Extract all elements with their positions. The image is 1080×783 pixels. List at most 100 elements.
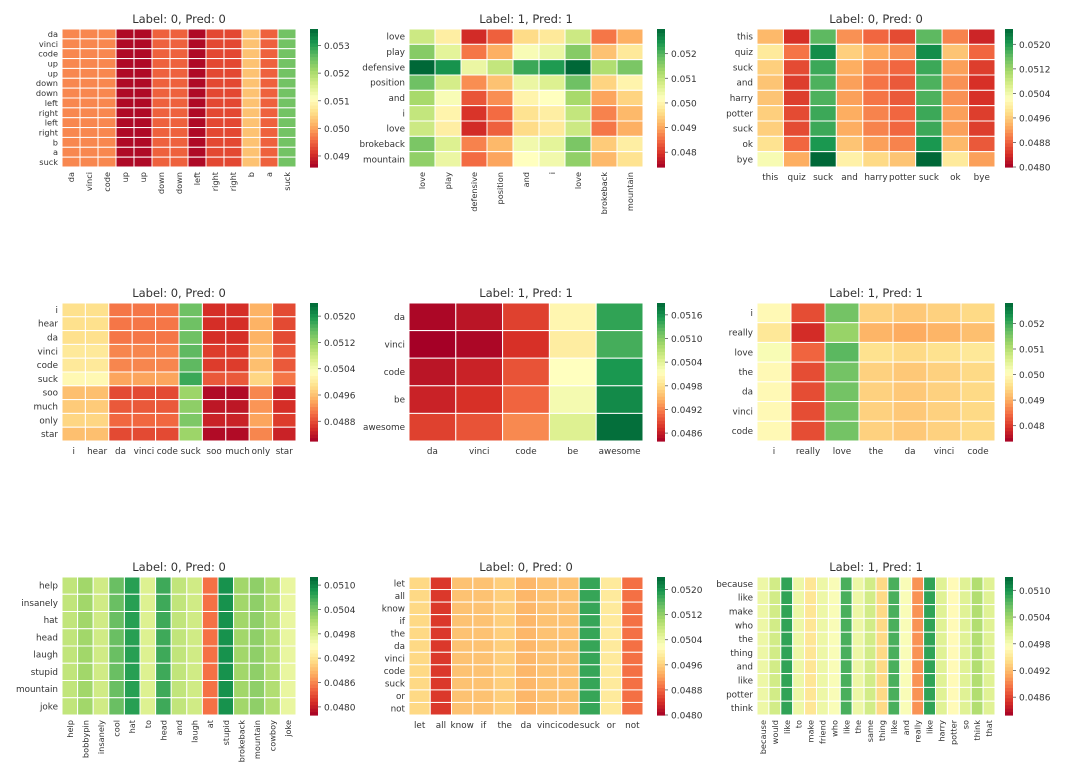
heatmap-cell [97,117,117,129]
heatmap-cell [827,604,841,619]
colorbar-segment [310,652,318,657]
colorbar-segment [310,368,318,373]
colorbar-segment [657,372,665,377]
heatmap-cell [92,628,110,647]
heatmap-cell [599,651,623,666]
heatmap-cell [888,28,917,45]
heatmap-cell [434,120,462,137]
heatmap-cell [201,330,227,345]
heatmap-cell [926,420,962,442]
heatmap-cell [217,680,235,699]
colorbar-tick-label: 0.049 [324,152,350,162]
colorbar-segment [657,63,665,68]
heatmap-cell [538,105,566,122]
heatmap-cell [835,59,864,76]
heatmap-cell [92,697,110,716]
heatmap-cell [277,77,297,89]
heatmap-cell [564,43,592,61]
colorbar-segment [657,583,665,588]
heatmap-cell [429,576,453,591]
heatmap-cell [915,89,943,107]
heatmap-cell [982,576,996,592]
colorbar-segment [310,354,318,359]
heatmap-cell [151,117,171,129]
colorbar-segment [657,53,665,58]
heatmap-cell [858,381,894,403]
colorbar-segment [310,42,318,47]
heatmap-cell [186,593,203,612]
heatmap-cell [272,371,297,387]
heatmap-cell [780,659,794,675]
colorbar-segment [1005,42,1013,47]
heatmap-cell [827,617,841,633]
colorbar-segment [1005,354,1013,359]
heatmap-cell [946,604,960,619]
colorbar-segment [310,430,318,435]
heatmap-cell [233,576,250,595]
heatmap-cell [858,420,894,442]
heatmap-cell [839,617,853,633]
heatmap-cell [205,87,225,99]
x-tick-label: brokeback [599,172,609,215]
heatmap-cell [151,77,171,89]
heatmap-cell [155,316,180,332]
x-tick-label: awesome [599,447,641,457]
heatmap-cell [858,361,894,383]
heatmap-cell [155,343,180,359]
heatmap-cell [217,662,235,681]
colorbar-tick-label: 0.0520 [1019,41,1051,51]
colorbar-segment [1005,704,1013,709]
heatmap-cell [77,628,94,647]
heatmap-cell [155,697,172,716]
heatmap-cell [493,664,516,678]
heatmap-cell [408,105,436,122]
colorbar-segment [1005,139,1013,144]
heatmap-cell [169,77,189,89]
heatmap-cell [84,385,110,401]
colorbar-segment [657,604,665,609]
heatmap-cell [277,28,297,40]
heatmap-cell [756,617,770,633]
heatmap-cell [241,87,261,99]
heatmap-cell [169,127,189,138]
colorbar-segment [1005,142,1013,147]
heatmap-cell [887,590,901,606]
colorbar-segment [1005,358,1013,363]
colorbar-segment [657,149,665,154]
heatmap-cell [201,412,227,428]
y-tick-label: right [39,128,59,138]
colorbar-segment [310,309,318,314]
heatmap-cell [248,680,266,699]
colorbar-segment [657,153,665,158]
heatmap-cell [557,639,580,653]
heatmap-cell [804,686,817,702]
heatmap-cell [595,302,644,332]
heatmap-cell [514,664,538,678]
heatmap-cell [97,87,117,99]
heatmap-cell [205,28,225,40]
heatmap-cell [548,357,597,387]
heatmap-cell [201,662,219,681]
heatmap-cell [538,135,566,153]
heatmap-cell [248,697,266,716]
heatmap-cell [512,135,540,153]
heatmap-cell [941,105,970,122]
heatmap-cell [151,107,171,119]
heatmap-cell [241,117,261,129]
heatmap-cell [123,697,141,716]
heatmap-cell [108,316,133,332]
colorbar-segment [657,670,665,675]
colorbar-segment [657,32,665,37]
heatmap-cell [92,611,110,630]
y-tick-label: suck [733,63,754,73]
heatmap-cell [123,593,141,612]
heatmap-cell [486,74,514,91]
heatmap-cell [187,28,207,40]
x-tick-label: i [547,172,557,174]
heatmap-cell [97,58,117,69]
heatmap-cell [780,590,794,606]
x-tick-label: up [120,172,130,182]
heatmap-cell [151,28,171,40]
heatmap-cell [863,631,877,647]
colorbar-segment [657,711,665,716]
